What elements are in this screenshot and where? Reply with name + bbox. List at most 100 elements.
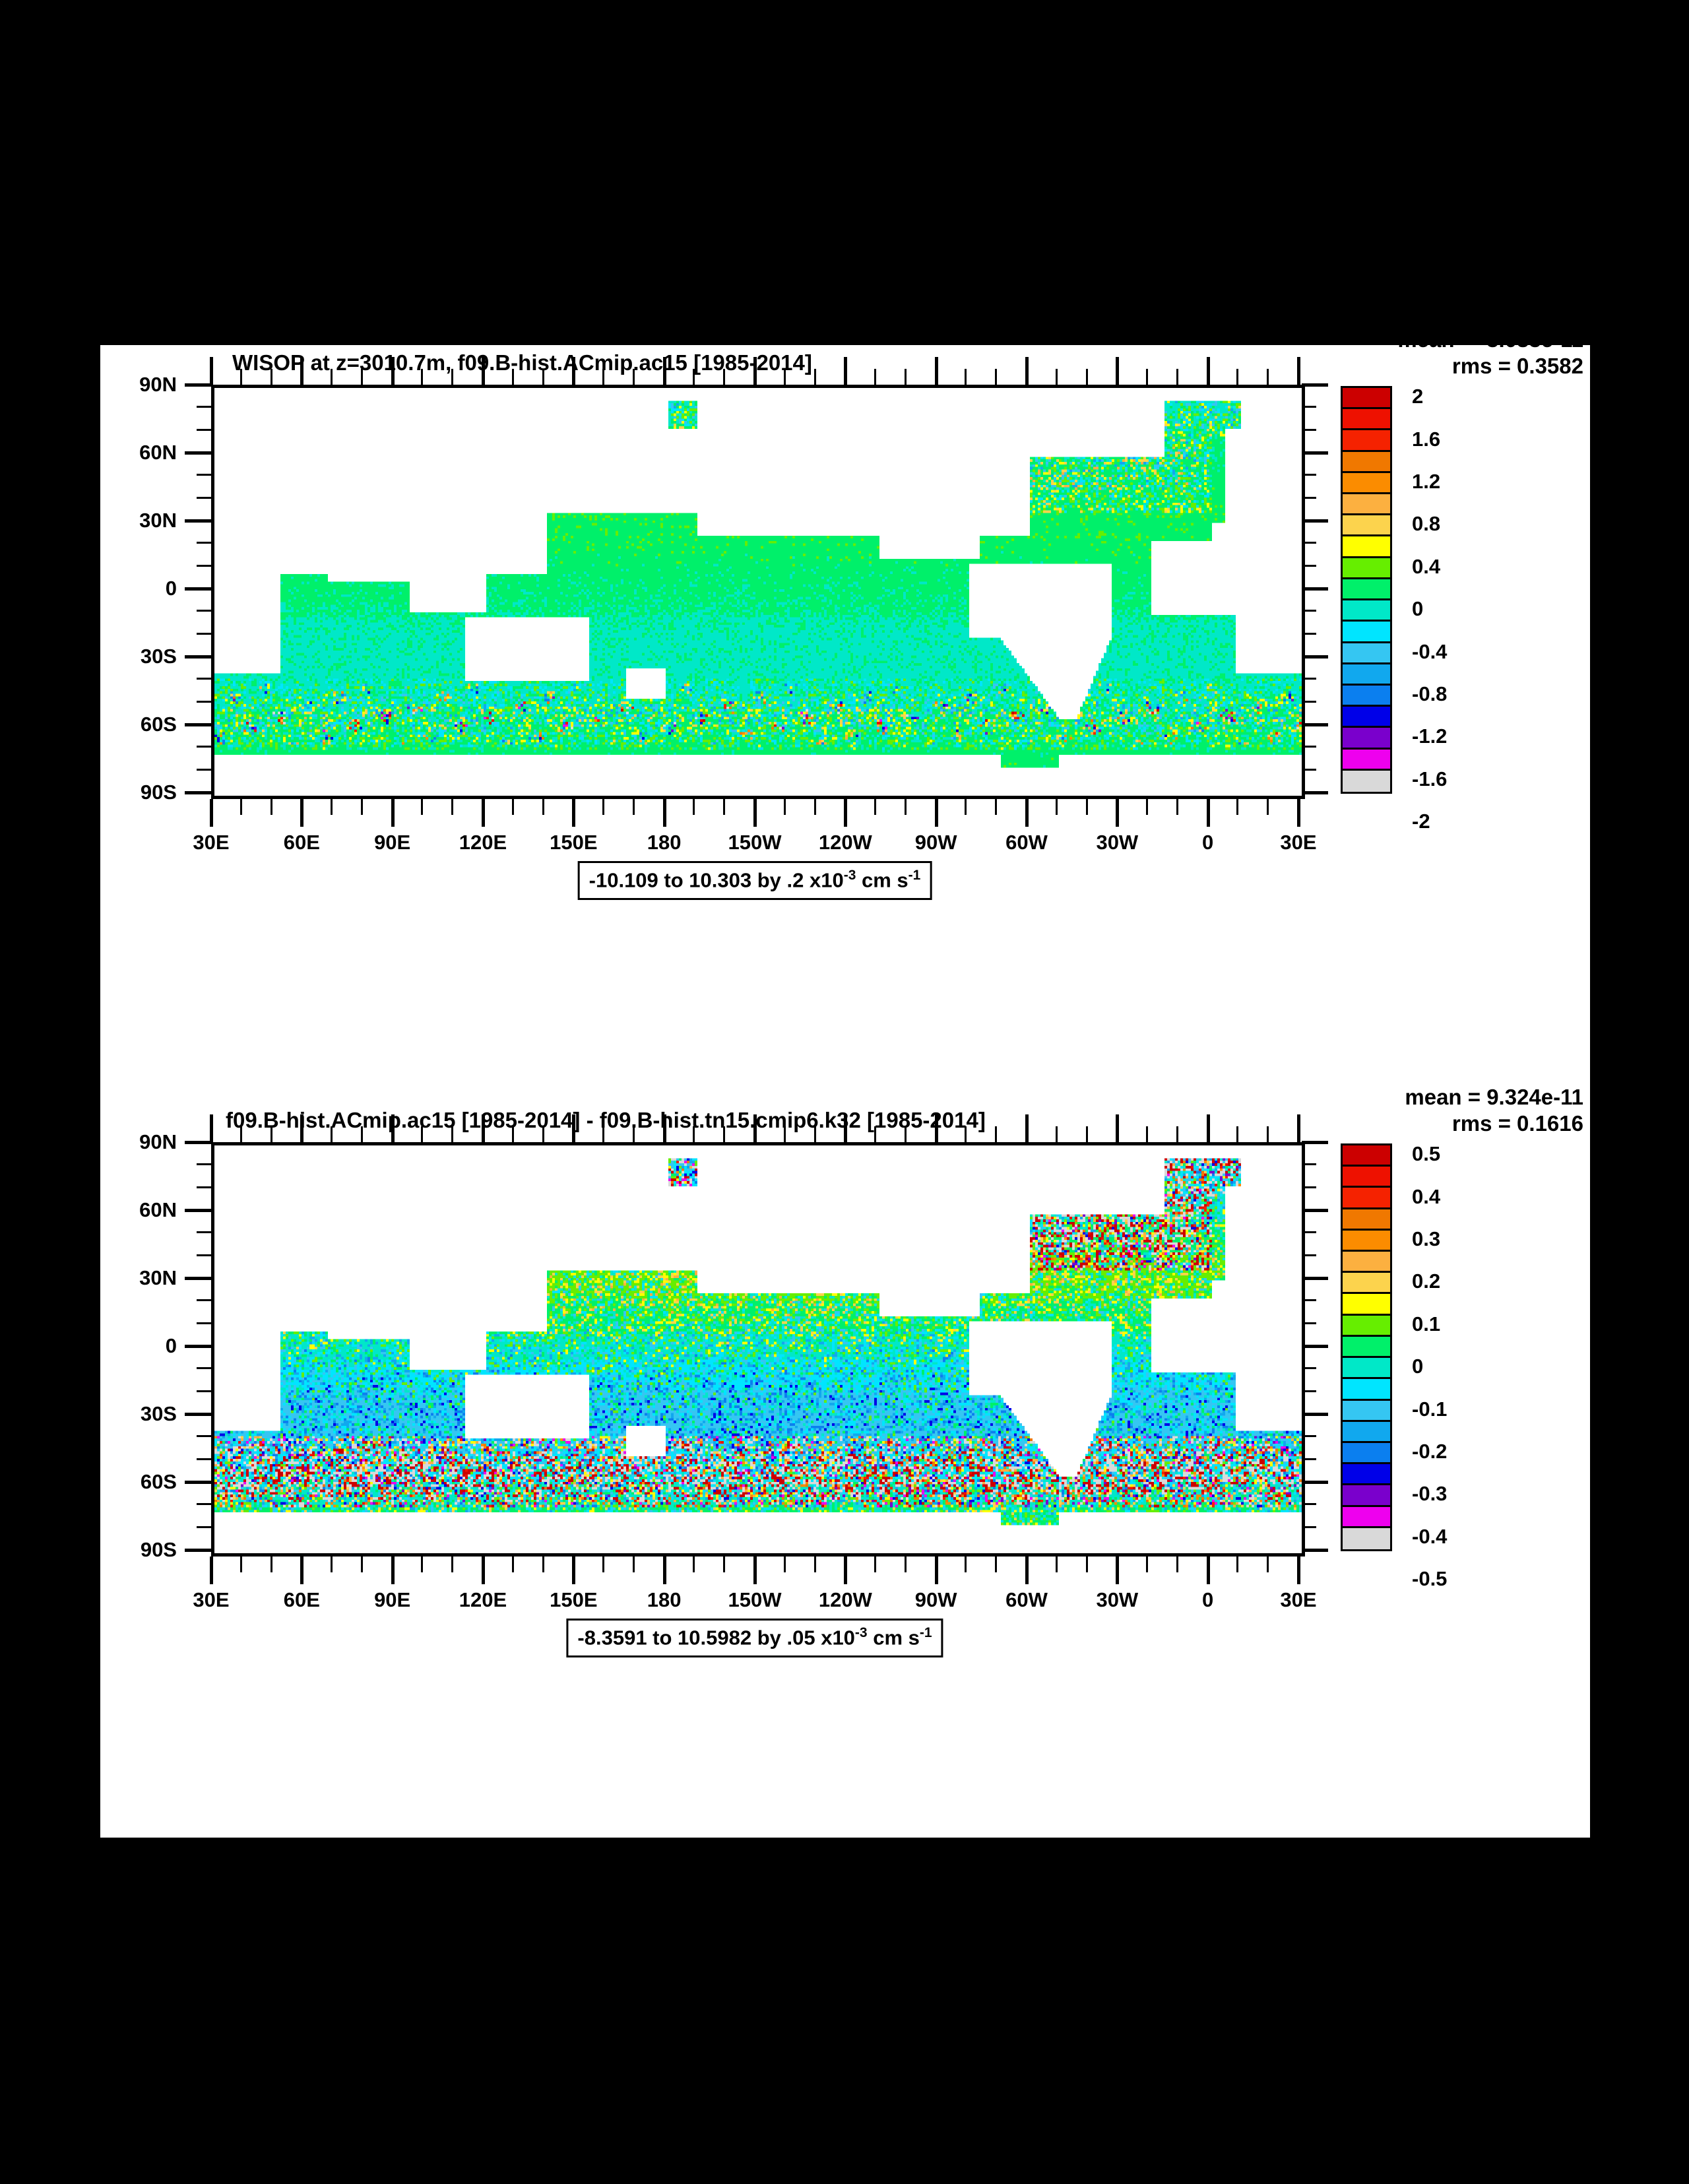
x-axis-minor-tick (783, 1557, 786, 1572)
x-axis-minor-tick (1085, 799, 1088, 815)
x-axis-minor-tick (602, 799, 605, 815)
colorbar-cell (1343, 515, 1390, 537)
x-axis-minor-tick-top (1146, 369, 1149, 385)
x-axis-minor-tick-top (1267, 369, 1269, 385)
colorbar-cell (1343, 388, 1390, 410)
x-axis-minor-tick (1236, 1557, 1239, 1572)
y-axis-label: 90N (139, 1130, 177, 1153)
y-axis-label: 60S (140, 713, 177, 736)
x-axis-label: 30W (1096, 831, 1139, 854)
caption-units: cm s (856, 868, 908, 892)
x-axis-minor-tick-top (1146, 1126, 1149, 1142)
colorbar-label: 1.2 (1412, 469, 1441, 493)
x-axis-minor-tick (693, 1557, 695, 1572)
x-axis-minor-tick (995, 1557, 998, 1572)
colorbar-cell (1343, 1167, 1390, 1188)
x-axis-label: 30E (1280, 831, 1317, 854)
x-axis-major-tick-top (1025, 1114, 1029, 1142)
plot-panel: WISOP at z=3010.7m, f09.B-hist.ACmip.ac1… (100, 327, 1590, 1077)
x-axis-minor-tick (511, 1557, 514, 1572)
y-axis-major-tick-right (1302, 1481, 1328, 1484)
x-axis-minor-tick-top (270, 369, 272, 385)
x-axis-minor-tick-top (239, 1126, 242, 1142)
colorbar-cell (1343, 1188, 1390, 1209)
x-axis-minor-tick-top (1176, 1126, 1178, 1142)
x-axis-minor-tick-top (1055, 1126, 1058, 1142)
y-axis-major-tick-right (1302, 1413, 1328, 1416)
x-axis-major-tick-top (753, 1114, 757, 1142)
x-axis-minor-tick (813, 1557, 816, 1572)
y-axis-major-tick-right (1302, 1277, 1328, 1280)
caption-exponent: -3 (843, 868, 856, 883)
x-axis-minor-tick-top (1085, 369, 1088, 385)
x-axis-minor-tick-top (874, 1126, 877, 1142)
colorbar-label: 0.2 (1412, 1269, 1441, 1293)
x-axis-major-tick-top (210, 1114, 213, 1142)
x-axis-label: 120W (818, 831, 872, 854)
x-axis-minor-tick-top (723, 369, 726, 385)
x-axis-major-tick-top (844, 357, 848, 385)
x-axis-major-tick (753, 799, 757, 827)
x-axis-minor-tick-top (813, 369, 816, 385)
colorbar-cell (1343, 1273, 1390, 1295)
colorbar-cell (1343, 430, 1390, 452)
colorbar-label: -1.2 (1412, 724, 1448, 748)
y-axis-minor-tick-right (1302, 474, 1316, 476)
x-axis-major-tick (1206, 1557, 1210, 1584)
x-axis-major-tick (1206, 799, 1210, 827)
y-axis-minor-tick-right (1302, 428, 1316, 431)
y-axis-major-tick (185, 1345, 211, 1348)
x-axis-minor-tick-top (421, 369, 424, 385)
x-axis-major-tick (300, 799, 304, 827)
x-axis-minor-tick-top (360, 369, 363, 385)
y-axis-minor-tick-right (1302, 700, 1316, 703)
x-axis-minor-tick-top (874, 369, 877, 385)
y-axis-major-tick-right (1302, 1209, 1328, 1212)
y-axis-minor-tick (197, 678, 211, 680)
x-axis-major-tick-top (482, 357, 485, 385)
y-axis-minor-tick-right (1302, 1322, 1316, 1324)
y-axis-major-tick-right (1302, 587, 1328, 591)
x-axis-major-tick-top (572, 1114, 576, 1142)
x-axis-major-tick-top (662, 1114, 666, 1142)
y-axis-major-tick (185, 383, 211, 387)
x-axis-minor-tick-top (511, 369, 514, 385)
y-axis-minor-tick (197, 1390, 211, 1392)
x-axis-minor-tick-top (1236, 369, 1239, 385)
y-axis-minor-tick (197, 768, 211, 771)
x-axis-major-tick (1297, 799, 1300, 827)
y-axis-minor-tick-right (1302, 496, 1316, 499)
x-axis-major-tick-top (844, 1114, 848, 1142)
y-axis-label: 90S (140, 781, 177, 804)
x-axis-major-tick-top (210, 357, 213, 385)
y-axis-minor-tick (197, 1458, 211, 1460)
x-axis-major-tick (662, 799, 666, 827)
x-axis-major-tick-top (482, 1114, 485, 1142)
colorbar-label: 0.3 (1412, 1227, 1441, 1250)
y-axis-major-tick-right (1302, 1141, 1328, 1144)
y-axis-label: 30S (140, 1402, 177, 1425)
x-axis-minor-tick-top (723, 1126, 726, 1142)
x-axis-major-tick-top (662, 357, 666, 385)
y-axis-label: 30N (139, 1266, 177, 1289)
panel-title: WISOP at z=3010.7m, f09.B-hist.ACmip.ac1… (232, 350, 812, 375)
x-axis-minor-tick (1146, 1557, 1149, 1572)
y-axis-major-tick (185, 1549, 211, 1552)
rms-value: rms = 0.1616 (1451, 1111, 1583, 1136)
y-axis-minor-tick (197, 700, 211, 703)
x-axis-major-tick (391, 799, 395, 827)
x-axis-minor-tick-top (1085, 1126, 1088, 1142)
caption-units: cm s (867, 1626, 920, 1650)
x-axis-minor-tick (239, 799, 242, 815)
x-axis-minor-tick-top (813, 1126, 816, 1142)
x-axis-minor-tick-top (995, 369, 998, 385)
x-axis-minor-tick-top (542, 369, 544, 385)
x-axis-minor-tick-top (783, 369, 786, 385)
x-axis-minor-tick-top (331, 369, 333, 385)
x-axis-major-tick-top (391, 1114, 395, 1142)
y-axis-major-tick-right (1302, 723, 1328, 726)
x-axis-minor-tick (904, 799, 907, 815)
x-axis-major-tick (844, 799, 848, 827)
colorbar-label: -0.4 (1412, 1524, 1448, 1548)
colorbar-cell (1343, 536, 1390, 558)
